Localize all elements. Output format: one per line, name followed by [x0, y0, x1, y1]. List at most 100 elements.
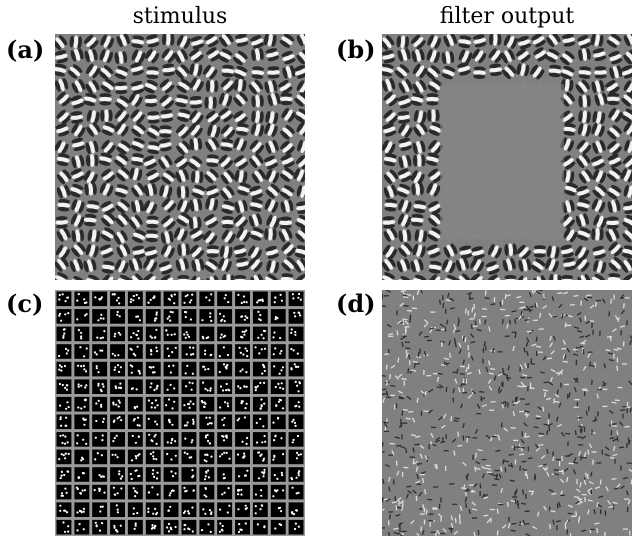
white-dot [97, 399, 100, 402]
filter-stroke [596, 393, 599, 399]
white-dot [118, 315, 121, 318]
filter-stroke [503, 460, 509, 463]
white-dot [82, 528, 85, 531]
dot-cell [110, 484, 125, 500]
white-dot [183, 451, 186, 454]
gabor-patch [411, 182, 424, 196]
white-dot [113, 335, 116, 338]
white-dot [174, 472, 177, 475]
filter-stroke [588, 443, 593, 449]
white-dot [224, 401, 227, 404]
filter-stroke [512, 411, 515, 417]
white-dot [147, 507, 150, 510]
filter-stroke [462, 461, 467, 467]
gabor-patch [562, 257, 577, 271]
filter-stroke [478, 369, 481, 375]
filter-stroke [505, 376, 510, 382]
filter-stroke [549, 335, 553, 341]
white-dot [201, 401, 204, 404]
white-dot [114, 453, 117, 456]
gabor-patch [459, 245, 473, 259]
gabor-patch [487, 274, 501, 280]
white-dot [225, 451, 228, 454]
white-dot [274, 435, 277, 438]
filter-stroke [622, 476, 629, 480]
dot-cell [127, 326, 143, 342]
gabor-patch [206, 275, 220, 280]
gabor-patch [564, 182, 578, 196]
filter-stroke [503, 373, 509, 377]
gabor-patch [146, 124, 162, 139]
filter-stroke [402, 320, 405, 326]
white-dot [173, 302, 176, 305]
white-dot [101, 349, 104, 352]
filter-stroke [435, 463, 438, 469]
dot-cell [74, 519, 90, 535]
white-dot [226, 353, 230, 357]
filter-stroke [609, 437, 615, 440]
white-dot [183, 424, 186, 427]
white-dot [245, 507, 248, 510]
white-dot [219, 522, 222, 525]
white-dot [153, 435, 156, 438]
dot-cell [235, 396, 250, 412]
filter-stroke [550, 368, 556, 373]
white-dot [149, 298, 152, 301]
filter-stroke [462, 423, 465, 429]
white-dot [299, 298, 302, 301]
white-dot [192, 353, 195, 356]
gabor-patch [177, 199, 191, 214]
white-dot [96, 452, 99, 455]
gabor-patch [115, 199, 131, 214]
gabor-patch [177, 275, 190, 280]
filter-stroke [575, 511, 578, 517]
white-dot [210, 455, 213, 458]
filter-stroke [438, 299, 442, 305]
gabor-patch [263, 34, 277, 47]
white-dot [81, 456, 84, 459]
filter-stroke [460, 403, 463, 409]
white-dot [113, 526, 116, 529]
gabor-patch [237, 182, 251, 196]
filter-stroke [563, 291, 569, 295]
white-dot [83, 423, 86, 426]
gabor-patch [590, 155, 606, 170]
filter-stroke [428, 388, 434, 393]
filter-stroke [589, 304, 595, 309]
white-dot [240, 301, 243, 305]
white-dot [77, 385, 80, 388]
white-dot [259, 407, 262, 410]
white-dot [77, 293, 80, 296]
white-dot [93, 351, 97, 354]
white-dot [237, 489, 240, 492]
gabor-patch [593, 214, 607, 229]
filter-stroke [444, 362, 450, 366]
gabor-patch [147, 141, 161, 155]
white-dot [190, 441, 193, 444]
white-dot [63, 332, 66, 335]
white-dot [192, 422, 195, 425]
gabor-patch [281, 50, 296, 65]
gabor-patch [278, 227, 293, 243]
white-dot [259, 313, 262, 317]
white-dot [170, 458, 173, 461]
white-dot [262, 457, 266, 460]
gabor-patch [382, 77, 396, 92]
white-dot [118, 370, 121, 373]
white-dot [62, 521, 65, 524]
gabor-patch [413, 200, 427, 213]
dot-cell [74, 414, 90, 430]
white-dot [138, 372, 141, 375]
white-dot [60, 470, 63, 473]
white-dot [206, 439, 210, 443]
white-dot [245, 371, 248, 374]
filter-stroke [519, 364, 524, 370]
white-dot [254, 505, 257, 508]
gabor-patch [131, 229, 147, 243]
white-dot [132, 352, 135, 355]
gabor-patch [203, 258, 219, 273]
white-dot [259, 299, 262, 302]
dot-cell [110, 396, 125, 412]
filter-stroke [474, 452, 478, 458]
white-dot [100, 390, 103, 393]
